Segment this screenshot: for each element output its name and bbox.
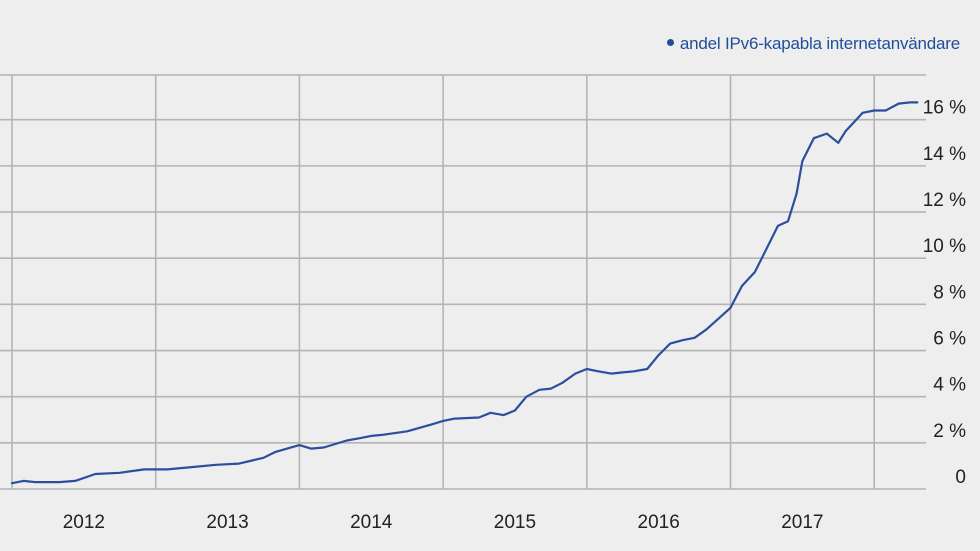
series-layer [10, 101, 919, 485]
x-tick-label: 2012 [63, 512, 105, 533]
y-tick-label: 14 % [923, 144, 966, 165]
x-tick-label: 2014 [350, 512, 393, 533]
y-tick-label: 0 [955, 467, 966, 488]
y-tick-label: 8 % [933, 282, 966, 303]
grid [0, 74, 926, 490]
y-tick-label: 16 % [923, 98, 966, 119]
y-tick-label: 6 % [933, 329, 966, 350]
y-tick-label: 10 % [923, 236, 966, 257]
y-tick-label: 4 % [933, 375, 966, 396]
x-tick-label: 2017 [781, 512, 823, 533]
series-line [10, 101, 919, 485]
x-axis: 2012 2013 2014 2015 2016 2017 [63, 512, 824, 533]
x-tick-label: 2013 [206, 512, 248, 533]
legend-label: andel IPv6-kapabla internetanvändare [679, 34, 960, 53]
y-tick-label: 2 % [933, 421, 966, 442]
x-tick-label: 2016 [638, 512, 680, 533]
x-tick-label: 2015 [494, 512, 536, 533]
y-tick-label: 12 % [923, 190, 966, 211]
legend-marker [666, 39, 674, 47]
y-axis: 0 2 % 4 % 6 % 8 % 10 % 12 % 14 % 16 % [923, 98, 966, 488]
legend: andel IPv6-kapabla internetanvändare [666, 34, 960, 54]
